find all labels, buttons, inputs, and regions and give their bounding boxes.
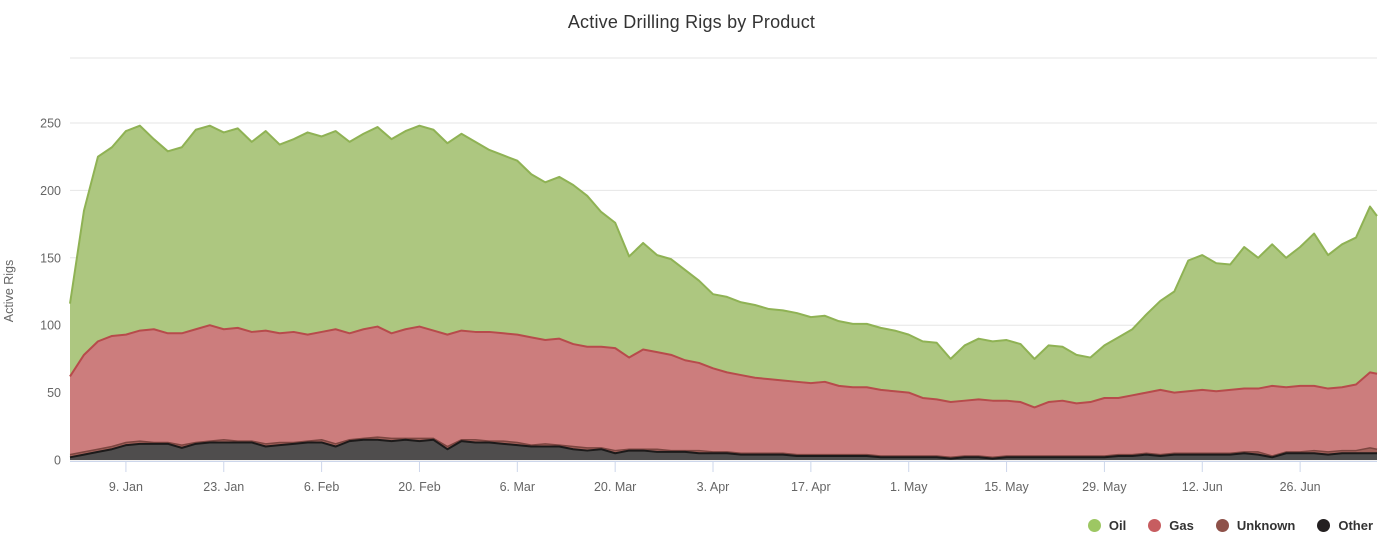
x-tick-label: 17. Apr (791, 480, 831, 494)
legend-dot-unknown (1215, 519, 1229, 532)
x-tick-label: 6. Feb (304, 480, 339, 494)
legend-item-gas[interactable]: Gas (1148, 518, 1194, 533)
x-tick-label: 15. May (984, 480, 1029, 494)
legend-dot-gas (1148, 519, 1162, 532)
y-tick-label-0: 0 (54, 454, 61, 468)
x-tick-label: 26. Jun (1280, 480, 1321, 494)
x-tick-label: 23. Jan (203, 480, 244, 494)
x-tick-label: 20. Feb (398, 480, 440, 494)
line-gas (69, 324, 1378, 409)
legend-item-unknown[interactable]: Unknown (1215, 518, 1296, 533)
legend: Oil Gas Unknown Other (1087, 518, 1373, 533)
y-tick-label-50: 50 (47, 386, 61, 400)
x-tick-label: 3. Apr (697, 480, 730, 494)
x-tick-label: 20. Mar (594, 480, 636, 494)
x-tick-label: 9. Jan (109, 480, 143, 494)
y-tick-label-250: 250 (40, 117, 61, 131)
legend-item-oil[interactable]: Oil (1087, 518, 1127, 533)
x-tick-label: 29. May (1082, 480, 1127, 494)
area-gas (70, 325, 1377, 460)
area-other (70, 439, 1377, 460)
legend-label: Unknown (1236, 518, 1296, 533)
x-tick-label: 12. Jun (1182, 480, 1223, 494)
chart-title: Active Drilling Rigs by Product (567, 12, 816, 32)
legend-label: Other (1338, 518, 1373, 533)
x-tick-label: 1. May (890, 480, 928, 494)
legend-item-other[interactable]: Other (1317, 518, 1373, 533)
y-tick-label-150: 150 (40, 251, 61, 265)
legend-dot-oil (1087, 519, 1101, 532)
line-other (69, 438, 1377, 460)
line-oil (69, 124, 1378, 360)
line-unknown (69, 436, 1378, 459)
legend-label: Oil (1108, 518, 1127, 533)
legend-dot-other (1317, 519, 1331, 532)
y-tick-label-100: 100 (40, 319, 61, 333)
x-tick-label: 6. Mar (500, 480, 535, 494)
legend-label: Gas (1169, 518, 1194, 533)
y-tick-label-200: 200 (40, 184, 61, 198)
